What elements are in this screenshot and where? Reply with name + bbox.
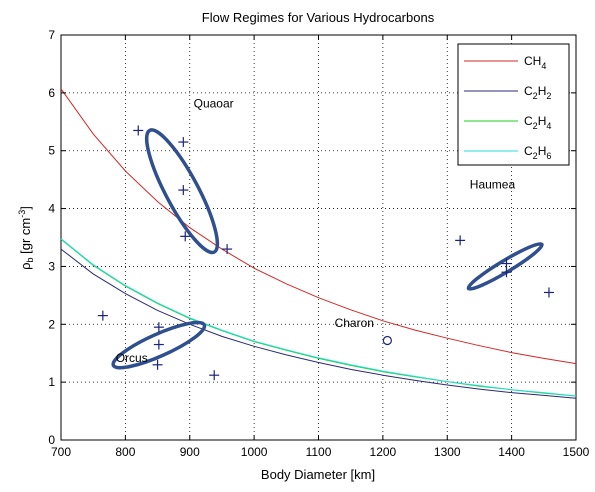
y-axis-label-units: [gr cm (18, 218, 33, 258)
orcus-ellipse (111, 320, 207, 370)
y-tick-label: 2 (48, 317, 55, 331)
quaoar-ellipse (144, 128, 220, 255)
y-tick-label: 0 (48, 433, 55, 447)
legend-subscript: 2 (546, 91, 551, 101)
y-axis-label: ρb [gr cm-3] (17, 206, 35, 270)
y-axis-label-subscript: b (25, 257, 35, 262)
y-axis-label-superscript: -3 (17, 210, 27, 218)
series-line-c2h6 (60, 238, 577, 397)
series-line-c2h2 (60, 248, 577, 399)
y-tick-label: 7 (48, 28, 55, 42)
y-tick-label: 3 (48, 259, 55, 273)
chart-title: Flow Regimes for Various Hydrocarbons (202, 10, 435, 25)
legend-text-part: CH (524, 54, 541, 68)
y-axis-label-close: ] (18, 206, 33, 210)
legend-box (457, 43, 570, 166)
quaoar-label: Quaoar (194, 96, 234, 110)
quaoar-data-point (222, 244, 233, 255)
orcus-data-point (153, 339, 164, 350)
series-lines (60, 88, 577, 399)
legend-entry-c2h4: C2H4 (524, 114, 551, 131)
haumea-data-point (455, 235, 466, 246)
x-tick-label: 1400 (498, 445, 525, 459)
charon-label: Charon (335, 316, 374, 330)
y-axis-label-symbol: ρ (18, 262, 33, 269)
orcus-data-point (97, 310, 108, 321)
orcus-data-point (209, 370, 220, 381)
legend-text-part: C (524, 84, 533, 98)
legend-text-part: H (538, 114, 547, 128)
haumea-data-point (501, 258, 512, 269)
legend-entry-c2h6: C2H6 (524, 144, 551, 161)
haumea-data-point (543, 287, 554, 298)
series-line-ch4 (60, 88, 577, 365)
x-tick-label: 1200 (370, 445, 397, 459)
quaoar-data-point (133, 125, 144, 136)
y-tick-label: 6 (48, 86, 55, 100)
legend-subscript: 2 (533, 151, 538, 161)
haumea-label: Haumea (470, 177, 516, 191)
y-tick-label: 4 (48, 202, 55, 216)
y-tick-label: 5 (48, 144, 55, 158)
legend-subscript: 2 (533, 91, 538, 101)
x-axis-label: Body Diameter [km] (261, 467, 375, 482)
legend-text-part: C (524, 144, 533, 158)
legend-text-part: H (538, 144, 547, 158)
x-tick-label: 1500 (563, 445, 590, 459)
orcus-data-point (152, 359, 163, 370)
x-tick-label: 1000 (241, 445, 268, 459)
x-tick-label: 900 (180, 445, 200, 459)
quaoar-data-point (180, 231, 191, 242)
legend-text-part: C (524, 114, 533, 128)
y-tick-label: 1 (48, 375, 55, 389)
legend-entry-ch4: CH4 (524, 54, 546, 71)
x-tick-label: 1100 (306, 445, 332, 459)
legend-subscript: 4 (546, 121, 551, 131)
legend-subscript: 4 (541, 61, 546, 71)
quaoar-data-point (178, 185, 189, 196)
haumea-ellipse (466, 242, 544, 291)
charon-data-point (382, 335, 392, 346)
haumea-data-point (501, 267, 512, 278)
quaoar-data-point (178, 137, 189, 148)
legend-subscript: 6 (546, 151, 551, 161)
legend-text-part: H (538, 84, 547, 98)
ticks: 700 800 900 1000 1100 1200 1300 1400 1500 0 1 2 3 4 5 6… (48, 28, 589, 459)
x-tick-label: 800 (115, 445, 135, 459)
x-tick-label: 700 (51, 445, 71, 459)
orcus-label: Orcus (116, 351, 148, 365)
body-annotations: Quaoar Haumea Orcus Charon (97, 96, 554, 381)
orcus-data-point (153, 322, 164, 333)
x-tick-label: 1300 (434, 445, 461, 459)
legend-entry-c2h2: C2H2 (524, 84, 551, 101)
legend-subscript: 2 (533, 121, 538, 131)
